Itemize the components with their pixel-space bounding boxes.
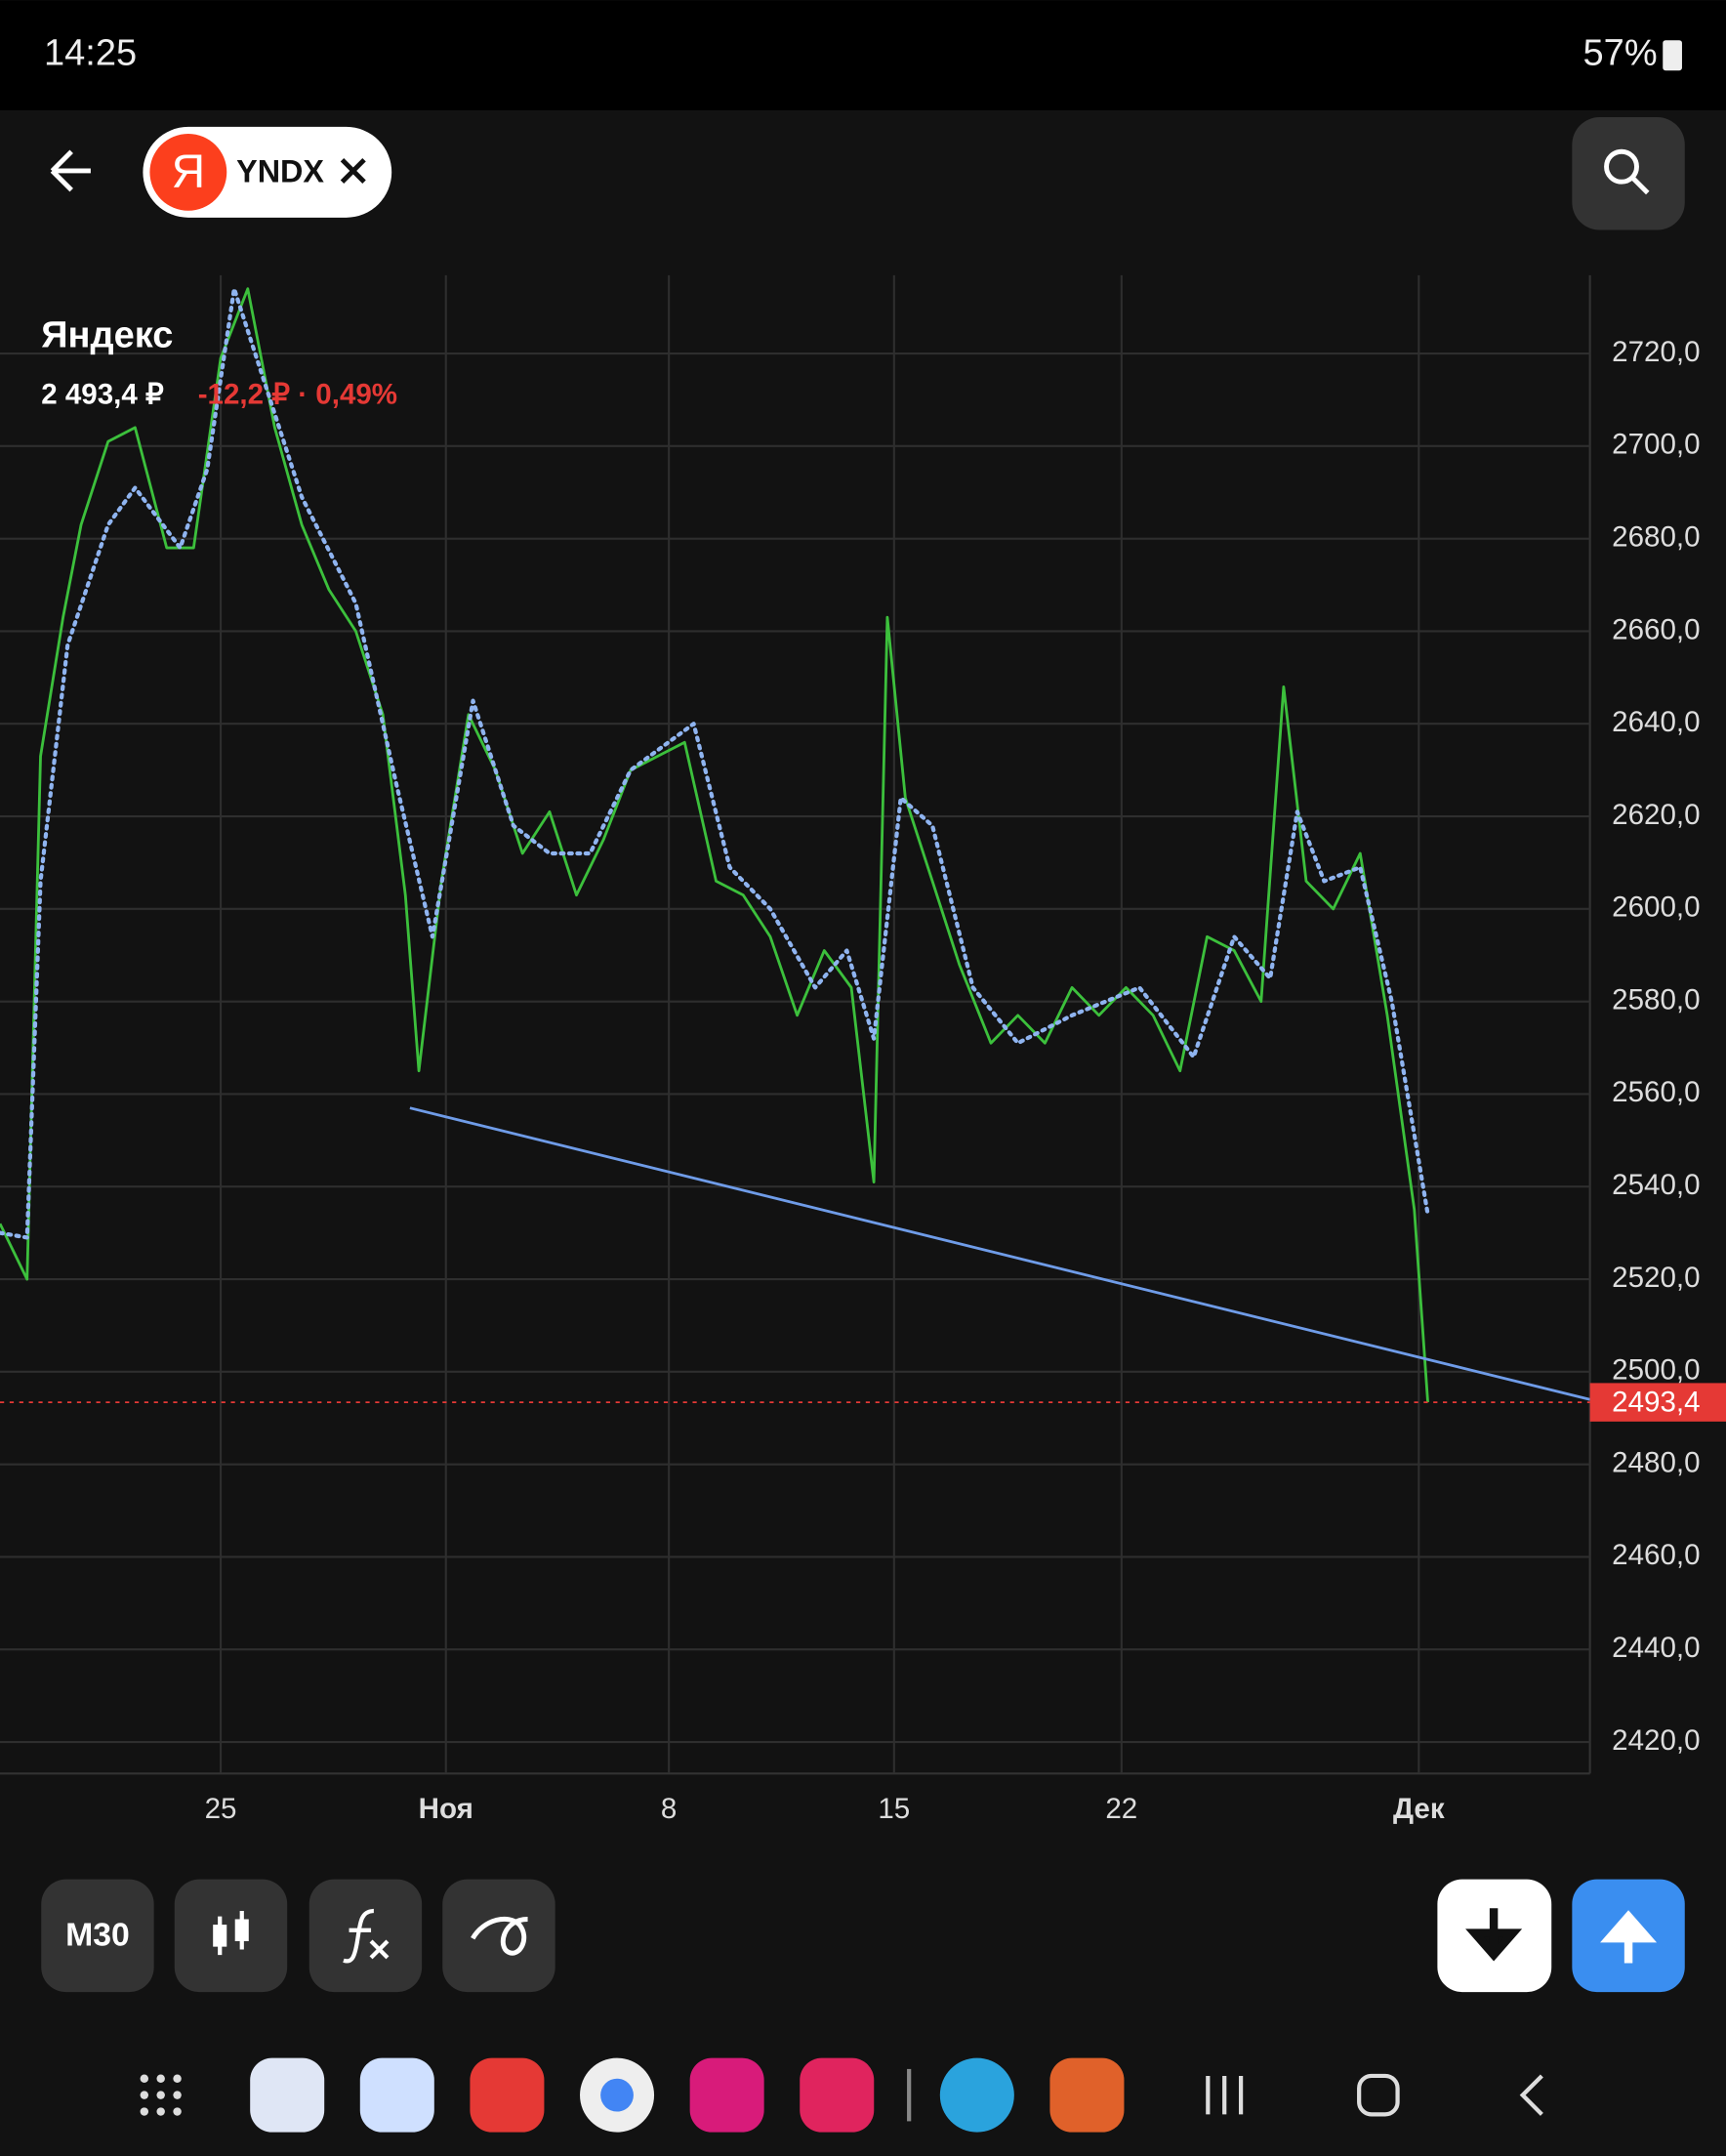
y-tick-label: 2720,0 xyxy=(1612,336,1700,368)
moving-average xyxy=(0,286,1430,1240)
buy-icon xyxy=(1600,1910,1658,1964)
timeframe-button[interactable] xyxy=(41,1879,154,1993)
candle-icon-body xyxy=(234,1919,249,1941)
app-chrome-center xyxy=(600,2078,634,2112)
y-tick-label: 2420,0 xyxy=(1612,1724,1700,1757)
app-telegram[interactable] xyxy=(939,2057,1014,2133)
search-button[interactable] xyxy=(1572,117,1685,230)
app-camera[interactable] xyxy=(800,2057,875,2133)
app-game[interactable] xyxy=(1049,2057,1125,2133)
indicators-button[interactable] xyxy=(308,1879,423,1993)
x-tick-label: Ноя xyxy=(419,1793,473,1825)
ticker-chip[interactable]: Я YNDX xyxy=(143,126,392,218)
app-notes[interactable] xyxy=(470,2057,545,2133)
x-tick-label: 8 xyxy=(661,1793,677,1825)
close-chip[interactable] xyxy=(340,157,366,184)
y-tick-label: 2700,0 xyxy=(1612,429,1700,461)
drawing-button[interactable] xyxy=(442,1879,555,1993)
instrument-name: Яндекс xyxy=(41,314,173,355)
y-tick-label: 2500,0 xyxy=(1612,1354,1700,1387)
home-button[interactable] xyxy=(1357,2073,1400,2117)
ticker: YNDX xyxy=(236,153,324,188)
apps-grid[interactable] xyxy=(140,2074,182,2116)
y-tick-label: 2660,0 xyxy=(1612,613,1700,645)
divider xyxy=(907,2068,912,2122)
clock: 14:25 xyxy=(44,33,137,74)
x-tick-label: Дек xyxy=(1393,1793,1445,1825)
drawing-icon xyxy=(471,1916,528,1956)
y-tick-label: 2440,0 xyxy=(1612,1632,1700,1664)
chart: 2420,0 2440,0 2460,0 2480,0 2500,0 2520,0 2540… xyxy=(0,274,1726,1825)
x-tick-label: 15 xyxy=(878,1793,910,1825)
logo-letter: Я xyxy=(172,146,206,198)
x-tick-label: 22 xyxy=(1105,1793,1137,1825)
y-tick-label: 2620,0 xyxy=(1612,799,1700,831)
x-tick-label: 25 xyxy=(205,1793,237,1825)
candle-icon-body xyxy=(213,1925,227,1947)
search-bg xyxy=(1572,117,1685,230)
y-tick-label: 2460,0 xyxy=(1612,1539,1700,1571)
y-tick-label: 2640,0 xyxy=(1612,706,1700,738)
toolbar: M30 xyxy=(41,1879,1685,1993)
sell-icon xyxy=(1465,1908,1523,1962)
timeframe: M30 xyxy=(65,1917,130,1954)
price-change: -12,2 ₽ · 0,49% xyxy=(198,379,397,411)
battery-icon xyxy=(1663,40,1682,71)
y-tick-label: 2680,0 xyxy=(1612,520,1700,553)
status-bar xyxy=(0,0,1726,111)
back-button[interactable] xyxy=(50,149,91,192)
app-phone[interactable] xyxy=(250,2057,325,2133)
app-messages[interactable] xyxy=(359,2057,434,2133)
price: 2 493,4 ₽ xyxy=(41,379,164,411)
nav-bar xyxy=(0,2034,1726,2156)
price-line xyxy=(0,287,1429,1403)
search-icon xyxy=(1604,148,1639,185)
last-price-box xyxy=(1589,1383,1726,1422)
last-price-label: 2493,4 xyxy=(1612,1386,1700,1418)
battery-level: 57% xyxy=(1583,33,1658,74)
y-tick-label: 2560,0 xyxy=(1612,1076,1700,1108)
back-nav-button[interactable] xyxy=(1519,2074,1543,2116)
y-tick-label: 2480,0 xyxy=(1612,1446,1700,1478)
app-gallery[interactable] xyxy=(689,2057,764,2133)
recents-button[interactable] xyxy=(1206,2075,1244,2115)
chart-type-button[interactable] xyxy=(174,1879,288,1993)
search-handle xyxy=(1630,176,1650,195)
price-line xyxy=(409,1106,1590,1401)
y-tick-label: 2580,0 xyxy=(1612,983,1700,1016)
fx-icon xyxy=(343,1908,390,1964)
y-tick-label: 2520,0 xyxy=(1612,1262,1700,1294)
y-tick-label: 2600,0 xyxy=(1612,891,1700,924)
logo xyxy=(149,133,227,211)
y-tick-label: 2540,0 xyxy=(1612,1169,1700,1201)
